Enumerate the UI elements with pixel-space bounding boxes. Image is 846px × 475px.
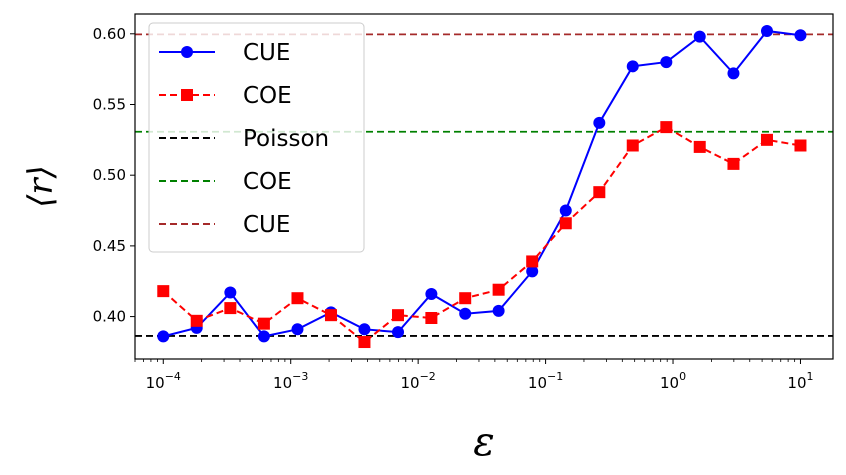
x-tick-label: 10−4 [146,370,181,392]
series-coe-point [626,139,639,152]
series-coe-point [794,139,807,152]
series-coe-point [760,133,773,146]
series-coe-point [693,140,706,153]
series-coe-point [257,317,270,330]
y-axis-label: ⟨r⟩ [21,165,61,208]
series-cue-point [224,286,237,299]
x-tick-label: 101 [787,370,813,392]
legend-label: COE [243,83,292,109]
series-coe-point [660,121,673,134]
series-cue-point [760,24,773,37]
series-coe-point [392,309,405,322]
x-tick-label: 10−1 [528,370,563,392]
y-tick-label: 0.40 [93,308,126,326]
series-cue-point [559,204,572,217]
series-cue-point [626,60,639,73]
series-cue-point [526,265,539,278]
series-cue-point [459,307,472,320]
legend-label: COE [243,169,292,195]
series-coe-point [492,283,505,296]
series-cue-point [358,323,371,336]
legend: CUE COE Poisson COE CUE [148,22,365,253]
x-axis-label: ε [473,419,494,465]
axis-ticks: 0.40 0.45 0.50 0.55 0.60 10−4 10−3 10−2 10−1 100 1… [93,25,814,392]
legend-label: CUE [243,212,290,238]
y-tick-label: 0.55 [93,95,126,113]
series-coe-point [291,292,304,305]
legend-marker [181,89,193,101]
series-cue-point [425,287,438,300]
series-cue-point [392,326,405,339]
series-coe-point [190,314,203,327]
series-coe-point [425,311,438,324]
legend-marker [181,46,193,58]
y-tick-label: 0.50 [93,166,126,184]
series-coe-point [559,217,572,230]
series-coe-point [157,285,170,298]
series-cue-point [257,330,270,343]
series-cue-point [693,30,706,43]
x-tick-label: 100 [660,370,686,392]
series-cue-point [660,56,673,69]
series-cue-point [157,330,170,343]
x-tick-label: 10−2 [400,370,435,392]
series-coe-point [324,309,337,322]
legend-label: Poisson [243,126,329,152]
series-cue-point [291,323,304,336]
series-cue-point [593,116,606,129]
plot-frame [134,13,834,360]
series-cue-point [492,304,505,317]
y-tick-label: 0.60 [93,25,126,43]
series-coe-point [459,292,472,305]
series-cue-point [794,29,807,42]
data-series [157,24,807,349]
legend-label: CUE [243,40,290,66]
y-tick-label: 0.45 [93,237,126,255]
legend-box [148,22,365,253]
series-coe-point [224,302,237,315]
series-coe-point [358,336,371,349]
series-coe-point [526,255,539,268]
series-coe-point [727,157,740,170]
series-coe-point [593,186,606,199]
x-tick-label: 10−3 [273,370,308,392]
series-cue-point [727,67,740,80]
